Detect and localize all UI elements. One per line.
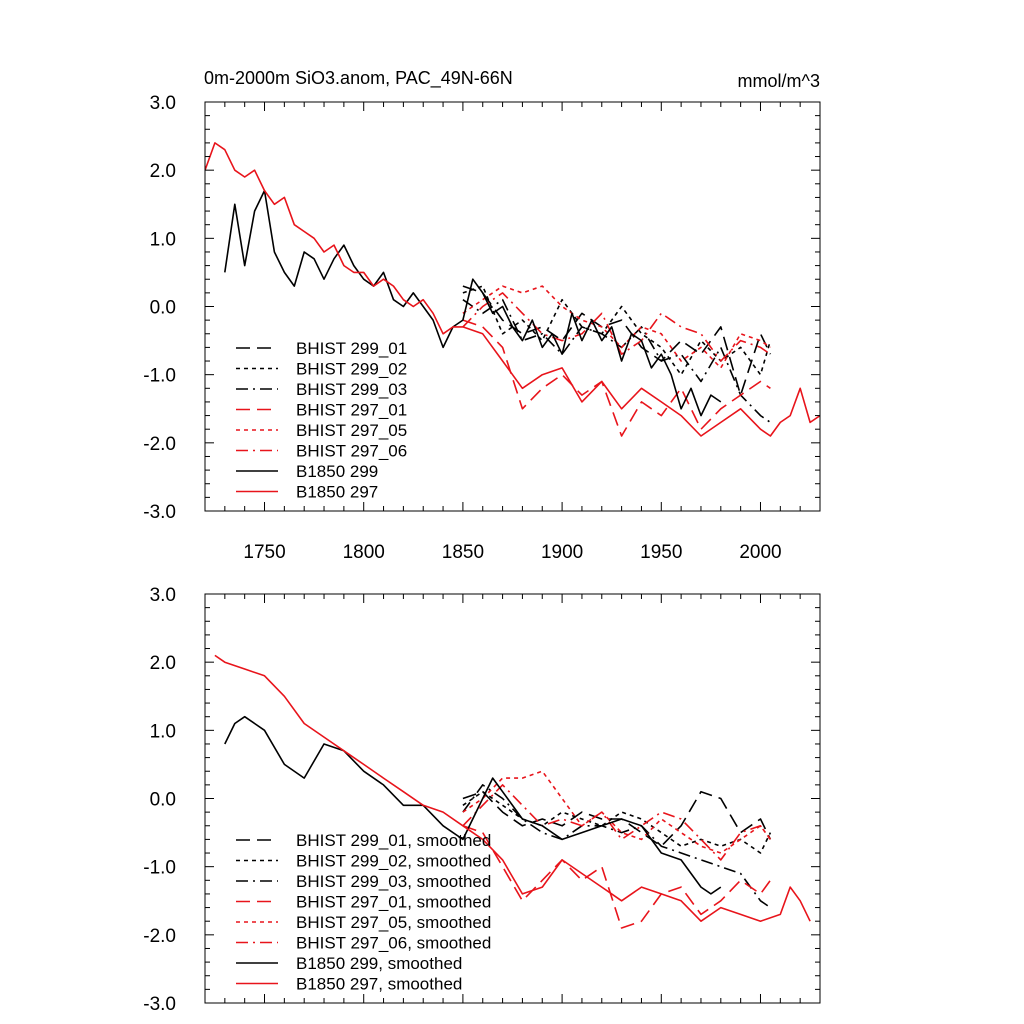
y-tick-label: 3.0 xyxy=(150,93,176,114)
y-tick-label: 3.0 xyxy=(150,585,176,606)
x-tick-label: 2000 xyxy=(739,542,781,563)
legend-label: BHIST 297_06 xyxy=(296,442,407,461)
x-tick-label: 1950 xyxy=(640,542,682,563)
chart-panel-2: 3.0 2.0 1.0 0.0 -1.0 -2.0 -3.0 BHIST 299_01, sm… xyxy=(143,585,821,1015)
legend-2: BHIST 299_01, smoothed BHIST 299_02, smoo… xyxy=(236,831,491,994)
y-tick-label: 0.0 xyxy=(150,298,176,319)
legend-label: BHIST 297_05 xyxy=(296,421,407,440)
legend-label: BHIST 299_02 xyxy=(296,360,407,379)
series-line-1-6 xyxy=(462,292,771,362)
legend-label: BHIST 299_02, smoothed xyxy=(296,852,491,871)
series-line-1-8 xyxy=(205,142,820,437)
y-tick-label: -2.0 xyxy=(143,926,176,947)
y-tick-label: 1.0 xyxy=(150,721,176,742)
legend-label: BHIST 299_03, smoothed xyxy=(296,872,491,891)
legend-label: BHIST 297_01, smoothed xyxy=(296,893,491,912)
series-line-2-6 xyxy=(462,784,772,861)
y-tick-label: -3.0 xyxy=(143,502,176,523)
y-tick-label: 2.0 xyxy=(150,653,176,674)
legend-label: BHIST 297_06, smoothed xyxy=(296,934,491,953)
y-tick-label: -2.0 xyxy=(143,434,176,455)
units-label: mmol/m^3 xyxy=(738,71,820,91)
legend-label: BHIST 299_01 xyxy=(296,339,407,358)
x-tick-label: 1750 xyxy=(243,542,285,563)
x-tick-label: 1800 xyxy=(343,542,385,563)
y-tick-label: 1.0 xyxy=(150,229,176,250)
legend-label: B1850 297 xyxy=(296,483,378,502)
y-tick-label: 0.0 xyxy=(150,790,176,811)
legend-label: B1850 297, smoothed xyxy=(296,975,462,994)
chart-title: 0m-2000m SiO3.anom, PAC_49N-66N xyxy=(204,68,513,89)
y-tick-label: 2.0 xyxy=(150,161,176,182)
y-tick-label: -1.0 xyxy=(143,366,176,387)
legend-label: B1850 299 xyxy=(296,462,378,481)
series-line-2-8 xyxy=(214,654,811,923)
series-line-1-4 xyxy=(462,319,771,437)
series-line-1-2 xyxy=(462,285,772,376)
legend-label: BHIST 299_03 xyxy=(296,380,407,399)
legend-label: BHIST 297_01 xyxy=(296,401,407,420)
series-line-1-5 xyxy=(462,285,771,369)
series-line-2-4 xyxy=(462,825,772,929)
legend-label: BHIST 297_05, smoothed xyxy=(296,913,491,932)
series-line-1-7 xyxy=(224,189,722,417)
series-line-1-1 xyxy=(462,285,772,396)
series-line-2-7 xyxy=(224,715,722,895)
series-line-2-3 xyxy=(462,784,771,909)
series-line-2-5 xyxy=(462,770,772,854)
y-tick-label: -3.0 xyxy=(143,994,176,1015)
series-line-2-2 xyxy=(462,790,772,854)
x-tick-label: 1900 xyxy=(541,542,583,563)
legend-label: BHIST 299_01, smoothed xyxy=(296,831,491,850)
y-tick-label: -1.0 xyxy=(143,858,176,879)
x-tick-label: 1850 xyxy=(442,542,484,563)
chart-panel-1: 3.0 2.0 1.0 0.0 -1.0 -2.0 -3.0 1750 1800 1850 1900… xyxy=(143,93,821,563)
legend-label: B1850 299, smoothed xyxy=(296,954,462,973)
